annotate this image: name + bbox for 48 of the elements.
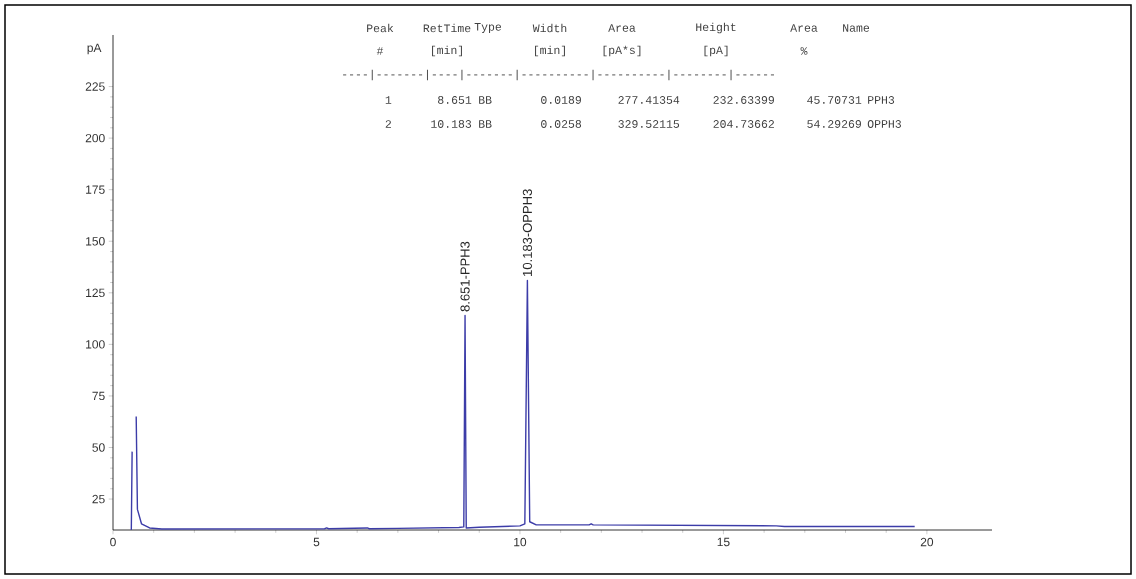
annotation: 329.52115 xyxy=(618,120,680,128)
y-tick-label: 75 xyxy=(92,391,105,401)
y-tick-label: 125 xyxy=(86,288,105,298)
annotation: PPH3 xyxy=(868,96,895,104)
annotation: 1 xyxy=(385,96,392,104)
annotation: 204.73662 xyxy=(713,120,774,128)
annotation: 54.29269 xyxy=(807,120,861,128)
text: Area xyxy=(790,24,818,32)
y-tick-label: 100 xyxy=(86,340,105,349)
annotation: 8.651-PPH3 xyxy=(460,241,470,312)
annotation: OPPH3 xyxy=(867,120,901,128)
annotation: ----|-------|----|-------|----------|----------|--------|------ xyxy=(343,69,775,81)
text: Height xyxy=(696,22,736,34)
annotation: 0.0189 xyxy=(541,96,581,104)
x-tick-label: 5 xyxy=(313,537,320,547)
annotation: 10.183 xyxy=(431,120,472,128)
x-tick-label: 10 xyxy=(514,537,527,547)
annotation: [min] xyxy=(432,45,462,57)
text: RetTime xyxy=(423,23,471,33)
text: Width xyxy=(532,23,567,33)
annotation: % xyxy=(800,47,808,55)
annotation: 232.63399 xyxy=(713,96,774,104)
annotation: BB xyxy=(479,120,492,128)
x-tick-label: 20 xyxy=(920,537,934,547)
x-tick-label: 15 xyxy=(717,537,730,547)
y-tick-label: 175 xyxy=(86,185,105,194)
y-axis-title: pA xyxy=(87,43,102,55)
annotation: # xyxy=(376,47,384,55)
annotation: [pA] xyxy=(704,45,728,57)
annotation: 0.0258 xyxy=(541,120,582,128)
x-tick-label: 0 xyxy=(110,537,116,547)
text: Area xyxy=(608,24,636,32)
text: Peak xyxy=(367,23,394,33)
annotation: 8.651 xyxy=(438,96,472,104)
annotation: 2 xyxy=(385,120,391,128)
text: Type xyxy=(474,23,502,33)
y-tick-label: 200 xyxy=(85,133,105,143)
y-tick-label: 50 xyxy=(92,443,105,452)
annotation: BB xyxy=(479,96,492,104)
annotation: 10.183-OPPH3 xyxy=(522,189,532,276)
text: Name xyxy=(843,24,870,32)
annotation: 277.41354 xyxy=(618,96,680,104)
annotation: [min] xyxy=(535,45,565,57)
y-tick-label: 25 xyxy=(92,494,105,504)
annotation: 45.70731 xyxy=(807,96,862,104)
annotation: [pA*s] xyxy=(603,45,641,57)
y-tick-label: 225 xyxy=(85,82,105,91)
y-tick-label: 150 xyxy=(86,237,105,246)
